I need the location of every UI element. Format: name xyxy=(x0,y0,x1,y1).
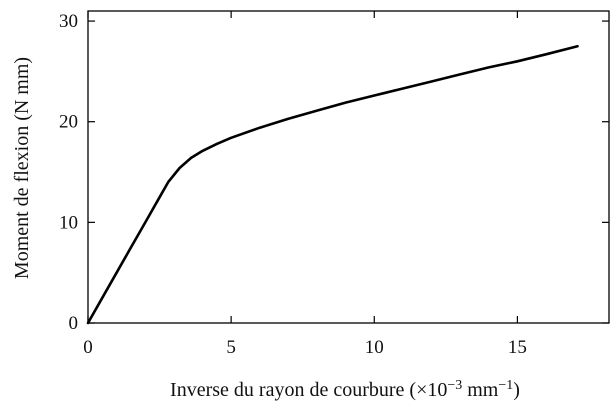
y-tick-label: 10 xyxy=(59,212,78,233)
y-tick-label: 20 xyxy=(59,112,78,133)
axis-ticks: 0 5 10 15 0 10 20 30 xyxy=(59,11,609,358)
x-tick-label: 5 xyxy=(226,337,236,358)
plot-frame xyxy=(87,10,610,324)
x-tick-label: 10 xyxy=(365,337,384,358)
x-tick-label: 15 xyxy=(508,337,527,358)
plot-area-border xyxy=(87,10,610,324)
data-series xyxy=(86,44,579,325)
y-tick-label: 30 xyxy=(59,11,78,32)
y-tick-label: 0 xyxy=(69,313,79,334)
x-axis-label: Inverse du rayon de courbure (×10−3 mm−1… xyxy=(170,378,520,402)
series-line xyxy=(86,44,579,325)
x-tick-label: 0 xyxy=(83,337,93,358)
y-axis-label: Moment de flexion (N mm) xyxy=(11,57,33,279)
